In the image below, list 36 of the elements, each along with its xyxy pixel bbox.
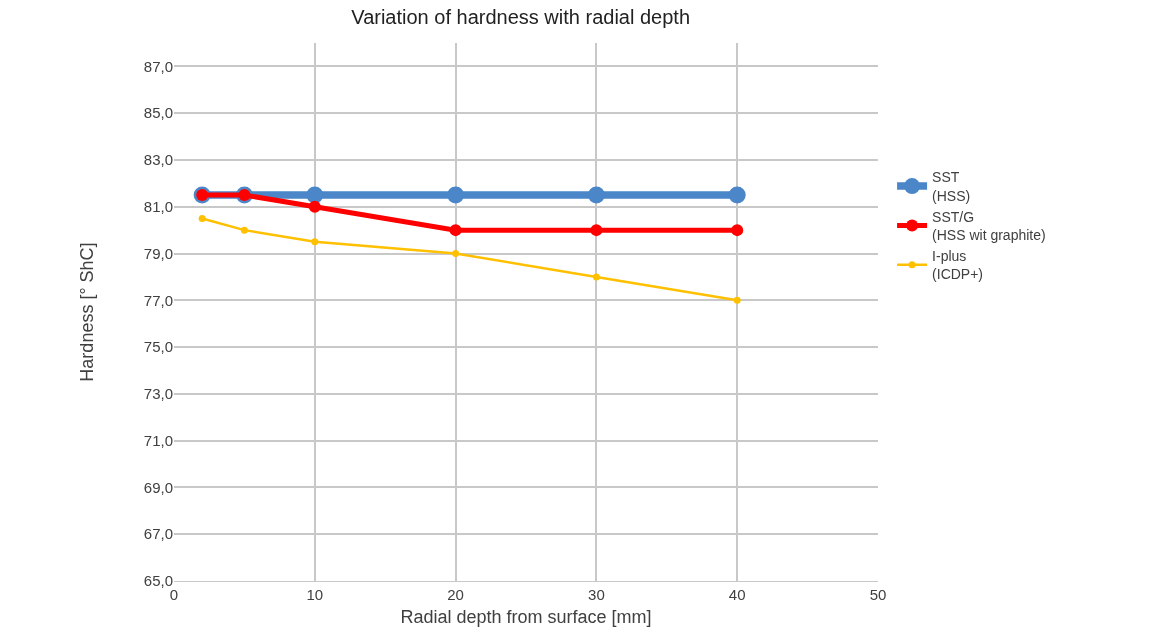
point — [592, 273, 600, 281]
y-tick-label: 67,0 — [143, 525, 173, 543]
x-tick-label: 30 — [588, 586, 605, 603]
chart-title: Variation of hardness with radial depth — [351, 5, 691, 28]
point — [449, 224, 462, 237]
point — [587, 186, 605, 204]
y-tick-label: 83,0 — [143, 151, 173, 169]
legend-label: I-plus (ICDP+) — [932, 248, 984, 283]
point — [733, 296, 741, 304]
x-tick-label: 50 — [869, 586, 887, 603]
y-tick-label: 73,0 — [143, 385, 173, 403]
x-tick-label: 20 — [447, 586, 464, 603]
point — [240, 226, 248, 234]
x-tick-label: 10 — [306, 586, 324, 603]
x-tick-label: 40 — [728, 586, 746, 603]
point — [447, 186, 465, 204]
point — [728, 186, 746, 204]
point — [306, 186, 324, 204]
y-tick-label: 85,0 — [143, 104, 173, 122]
y-tick-label: 77,0 — [143, 291, 173, 309]
point — [590, 224, 603, 237]
y-tick-label: 69,0 — [143, 478, 173, 496]
point — [308, 200, 321, 213]
legend-label: SST (HSS) — [932, 169, 971, 204]
x-axis-title: Radial depth from surface [mm] — [400, 607, 652, 628]
point — [198, 214, 206, 222]
y-tick-label: 75,0 — [143, 338, 173, 356]
point — [731, 224, 744, 237]
y-tick-label: 81,0 — [143, 197, 173, 215]
point — [311, 238, 319, 246]
y-tick-label: 79,0 — [143, 244, 173, 262]
y-axis-title: Hardness [° ShC] — [77, 242, 97, 382]
y-tick-label: 87,0 — [143, 57, 173, 75]
y-tick-label: 71,0 — [143, 431, 173, 449]
point — [452, 250, 460, 258]
legend-label: SST/G (HSS wit graphite) — [932, 208, 1046, 244]
